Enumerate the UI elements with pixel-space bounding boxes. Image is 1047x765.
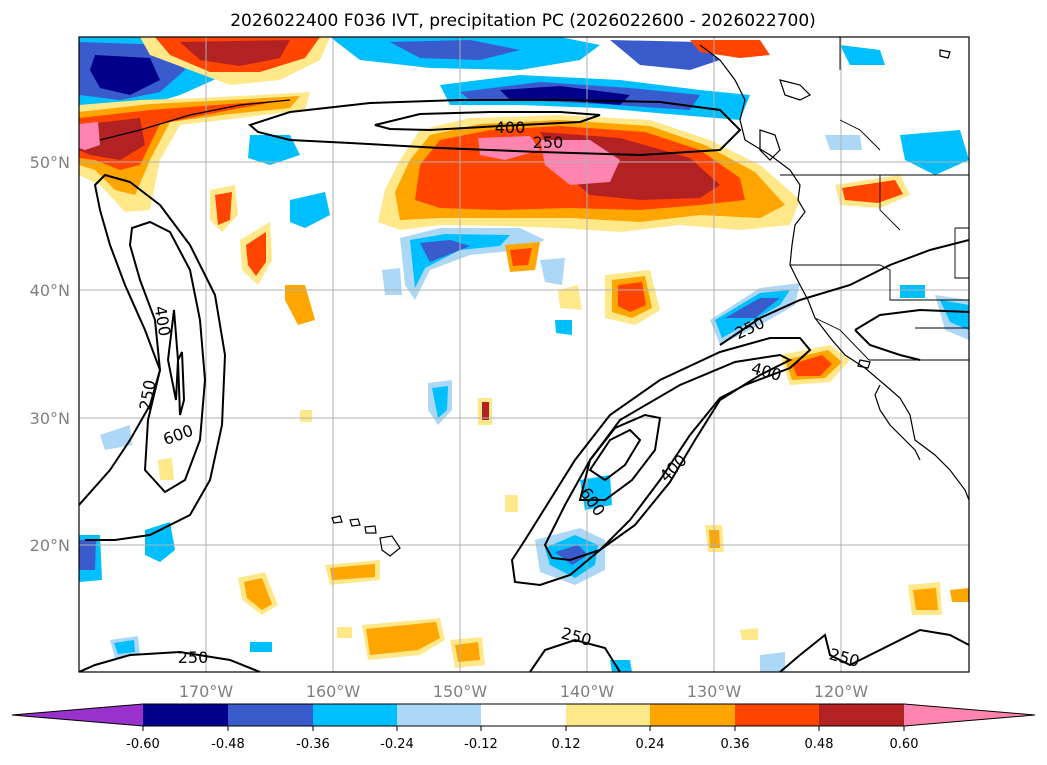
lon-label-160w: 160°W (306, 682, 361, 701)
lon-label-140w: 140°W (560, 682, 615, 701)
colorbar-label: -0.12 (464, 737, 498, 752)
colorbar-label: -0.48 (211, 737, 245, 752)
lon-label-170w: 170°W (179, 682, 234, 701)
colorbar-label: 0.24 (636, 737, 665, 752)
political-borders (780, 37, 969, 361)
colorbar-segment (143, 704, 228, 726)
figure-title: 2026022400 F036 IVT, precipitation PC (2… (230, 11, 816, 31)
lon-label-130w: 130°W (687, 682, 742, 701)
lat-label-50n: 50°N (30, 153, 70, 172)
colorbar-label: 0.12 (552, 737, 581, 752)
gridlines (79, 37, 969, 672)
colorbar-label: 0.60 (890, 737, 919, 752)
colorbar-label: 0.36 (721, 737, 750, 752)
ivt-contours (79, 99, 969, 672)
precip-shading (79, 37, 969, 672)
colorbar-extend-low (12, 704, 143, 726)
colorbar-extend-high (904, 704, 1035, 726)
colorbar-label: -0.24 (380, 737, 414, 752)
colorbar-segment (228, 704, 313, 726)
colorbar-segment (819, 704, 904, 726)
ivt-label-250-north: 250 (533, 133, 564, 152)
colorbar: -0.60 -0.48 -0.36 -0.24 -0.12 0.12 0.24 … (11, 703, 1036, 752)
map-content: 400 250 400 250 600 250 400 400 600 250 … (79, 37, 969, 672)
colorbar-segment (735, 704, 819, 726)
map-frame (78, 36, 970, 673)
longitude-labels: 170°W 160°W 150°W 140°W 130°W 120°W (179, 682, 869, 701)
colorbar-segment (650, 704, 735, 726)
colorbar-segment (397, 704, 481, 726)
colorbar-segment (481, 704, 566, 726)
lon-label-120w: 120°W (814, 682, 869, 701)
coastlines (99, 44, 969, 557)
lat-label-30n: 30°N (30, 409, 70, 428)
lat-label-40n: 40°N (30, 281, 70, 300)
latitude-labels: 50°N 40°N 30°N 20°N (30, 153, 70, 555)
colorbar-ticks (142, 726, 905, 731)
lon-label-150w: 150°W (433, 682, 488, 701)
colorbar-segment (313, 704, 397, 726)
colorbar-label: -0.60 (126, 737, 160, 752)
ivt-label-400-north: 400 (495, 118, 526, 137)
lat-label-20n: 20°N (30, 536, 70, 555)
ivt-label-250-sw: 250 (178, 648, 209, 667)
colorbar-segment (566, 704, 650, 726)
colorbar-label: -0.36 (296, 737, 330, 752)
colorbar-label: 0.48 (805, 737, 834, 752)
